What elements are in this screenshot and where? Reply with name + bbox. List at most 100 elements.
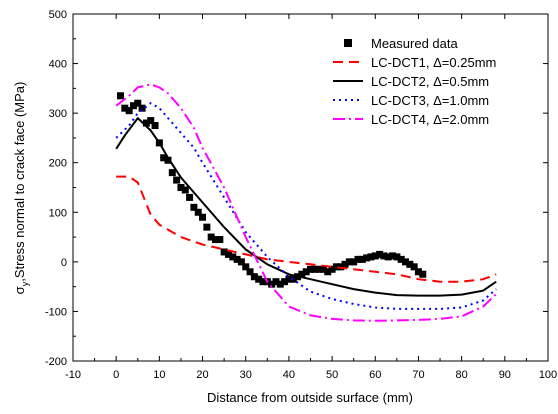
data-point-marker bbox=[345, 258, 353, 266]
data-point-marker bbox=[117, 92, 124, 100]
data-point-marker bbox=[376, 250, 384, 258]
data-point-marker bbox=[220, 248, 228, 256]
data-point-marker bbox=[358, 255, 366, 263]
data-point-marker bbox=[384, 253, 392, 261]
data-point-marker bbox=[181, 186, 189, 194]
series-line-4 bbox=[115, 83, 497, 322]
data-point-marker bbox=[410, 263, 418, 271]
data-point-marker bbox=[397, 255, 405, 263]
x-tick-label: 90 bbox=[499, 369, 511, 381]
series-line-3 bbox=[115, 102, 497, 310]
data-point-marker bbox=[281, 278, 289, 286]
data-point-marker bbox=[393, 253, 401, 261]
data-point-marker bbox=[147, 117, 155, 125]
series-line-2 bbox=[115, 117, 497, 297]
data-point-marker bbox=[121, 104, 129, 112]
y-tick-label: 0 bbox=[61, 257, 67, 269]
data-point-marker bbox=[324, 268, 332, 276]
data-point-marker bbox=[298, 270, 306, 278]
data-point-marker bbox=[406, 260, 414, 268]
data-point-marker bbox=[363, 254, 371, 262]
data-point-marker bbox=[272, 278, 280, 286]
y-tick-label: 400 bbox=[49, 59, 67, 71]
data-point-marker bbox=[350, 258, 358, 266]
data-point-marker bbox=[276, 280, 284, 288]
data-point-marker bbox=[224, 250, 232, 258]
data-point-marker bbox=[285, 275, 293, 283]
data-point-marker bbox=[207, 233, 215, 241]
data-point-marker bbox=[328, 265, 336, 273]
y-tick-label: -100 bbox=[45, 306, 67, 318]
y-axis-title-rest: ,Stress normal to crack face (MPa) bbox=[12, 82, 27, 282]
x-tick-label: 100 bbox=[539, 369, 557, 381]
y-tick-label: 100 bbox=[49, 207, 67, 219]
series-measured-data bbox=[117, 92, 427, 288]
data-point-marker bbox=[216, 236, 224, 244]
data-point-marker bbox=[402, 258, 409, 266]
legend-label: Measured data bbox=[371, 36, 458, 51]
data-point-marker bbox=[142, 119, 150, 127]
x-tick-label: 10 bbox=[153, 369, 165, 381]
x-tick-label: 30 bbox=[240, 369, 252, 381]
x-tick-label: 70 bbox=[412, 369, 424, 381]
y-tick-label: 300 bbox=[49, 108, 67, 120]
data-point-marker bbox=[138, 104, 146, 112]
y-tick-label: 200 bbox=[49, 158, 67, 170]
legend: Measured data LC-DCT1, Δ=0.25mm LC-DCT2, Δ… bbox=[333, 36, 496, 127]
data-point-marker bbox=[341, 260, 349, 268]
data-point-marker bbox=[315, 265, 323, 273]
x-tick-label: 20 bbox=[196, 369, 208, 381]
data-point-marker bbox=[246, 268, 254, 276]
data-point-marker bbox=[389, 252, 397, 260]
x-axis-title: Distance from outside surface (mm) bbox=[207, 390, 413, 405]
x-tick-label: 50 bbox=[326, 369, 338, 381]
data-point-marker bbox=[190, 203, 198, 211]
data-point-marker bbox=[371, 252, 379, 260]
legend-label: LC-DCT1, Δ=0.25mm bbox=[371, 55, 496, 70]
y-axis-title: σy,Stress normal to crack face (MPa) bbox=[12, 82, 30, 295]
legend-label: LC-DCT2, Δ=0.5mm bbox=[371, 74, 489, 89]
data-point-marker bbox=[203, 223, 211, 231]
data-point-marker bbox=[259, 278, 267, 286]
data-point-marker bbox=[212, 236, 219, 244]
y-tick-label: 500 bbox=[49, 9, 67, 21]
y-axis-title-sigma: σ bbox=[12, 286, 27, 294]
legend-label: LC-DCT4, Δ=2.0mm bbox=[371, 112, 489, 127]
data-point-marker bbox=[268, 280, 276, 288]
data-point-marker bbox=[151, 122, 159, 130]
data-point-marker bbox=[199, 213, 207, 221]
data-point-marker bbox=[129, 102, 137, 110]
data-point-marker bbox=[229, 253, 237, 261]
data-point-marker bbox=[168, 169, 176, 177]
legend-label: LC-DCT3, Δ=1.0mm bbox=[371, 93, 489, 108]
x-tick-label: -10 bbox=[65, 369, 81, 381]
data-point-marker bbox=[380, 252, 388, 260]
x-axis: -10 0 10 20 30 40 50 60 70 80 90 100 bbox=[65, 14, 557, 381]
data-point-marker bbox=[242, 263, 250, 271]
plot-series bbox=[115, 83, 497, 322]
data-point-marker bbox=[237, 258, 245, 266]
data-point-marker bbox=[250, 273, 258, 281]
data-point-marker bbox=[311, 265, 319, 273]
x-tick-label: 80 bbox=[456, 369, 468, 381]
y-tick-label: -200 bbox=[45, 356, 67, 368]
x-tick-label: 40 bbox=[283, 369, 295, 381]
data-point-marker bbox=[186, 193, 194, 201]
series-line-1 bbox=[116, 175, 497, 283]
data-point-marker bbox=[367, 253, 375, 261]
data-point-marker bbox=[173, 176, 181, 184]
data-point-marker bbox=[419, 270, 427, 278]
data-point-marker bbox=[160, 154, 168, 162]
data-point-marker bbox=[354, 255, 362, 263]
data-point-marker bbox=[414, 268, 422, 276]
y-axis-title-subscript: y bbox=[20, 281, 30, 286]
data-point-marker bbox=[177, 184, 185, 191]
x-tick-label: 60 bbox=[369, 369, 381, 381]
data-point-marker bbox=[332, 263, 340, 271]
data-point-marker bbox=[125, 107, 133, 115]
data-point-marker bbox=[134, 99, 142, 107]
data-point-marker bbox=[307, 265, 314, 273]
data-point-marker bbox=[233, 255, 241, 263]
